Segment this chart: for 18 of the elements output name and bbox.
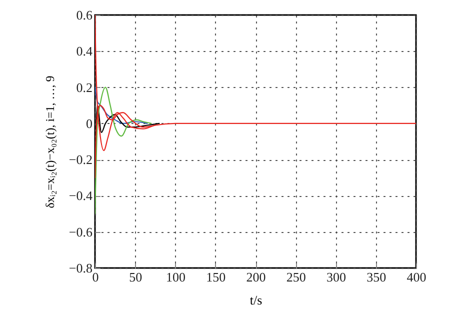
y-tick-label: −0.4 bbox=[68, 188, 93, 204]
y-tick-label: 0.6 bbox=[76, 8, 93, 22]
x-tick-label: 150 bbox=[206, 270, 226, 284]
x-tick-label: 400 bbox=[406, 270, 426, 284]
y-tick-label: −0.6 bbox=[68, 224, 93, 240]
x-tick-label: 250 bbox=[286, 270, 306, 284]
x-tick-label: 300 bbox=[326, 270, 346, 284]
y-tick-label: 0 bbox=[86, 116, 92, 131]
x-tick-label: 200 bbox=[246, 270, 266, 284]
y-tick-label: −0.2 bbox=[68, 152, 92, 168]
x-tick-label: 100 bbox=[166, 270, 186, 284]
y-tick-label: −0.8 bbox=[68, 260, 92, 276]
y-axis-title: δxᵢ₂=xᵢ₂(t)−x₀₂(t), i=1, …, 9 bbox=[42, 76, 57, 208]
x-axis-title: t/s bbox=[250, 292, 262, 308]
x-tick-label: 50 bbox=[129, 270, 142, 284]
y-tick-label: 0.4 bbox=[76, 44, 93, 59]
y-tick-label: 0.2 bbox=[76, 80, 92, 95]
x-tick-label: 350 bbox=[366, 270, 386, 284]
